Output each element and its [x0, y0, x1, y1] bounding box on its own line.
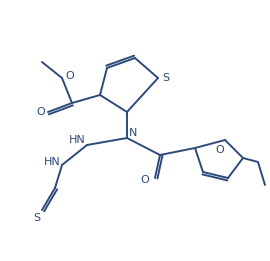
Text: N: N — [129, 128, 137, 138]
Text: O: O — [66, 71, 74, 81]
Text: O: O — [141, 175, 149, 185]
Text: HN: HN — [44, 157, 60, 167]
Text: S: S — [33, 213, 40, 223]
Text: S: S — [163, 73, 170, 83]
Text: HN: HN — [69, 135, 85, 145]
Text: O: O — [216, 145, 224, 155]
Text: O: O — [37, 107, 45, 117]
